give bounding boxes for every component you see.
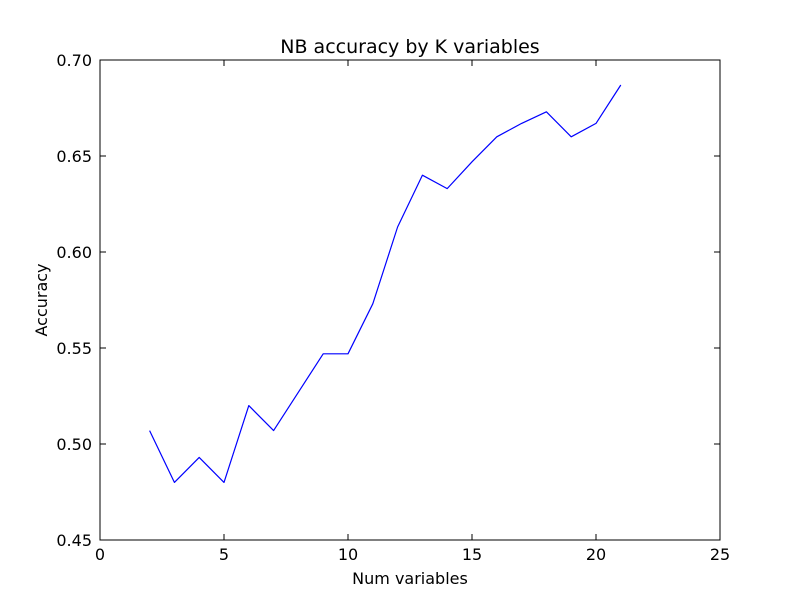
plot-frame xyxy=(99,59,721,541)
y-tick-label: 0.65 xyxy=(56,147,92,166)
y-tick-label: 0.60 xyxy=(56,243,92,262)
x-tick-label: 15 xyxy=(462,545,482,564)
plot-area xyxy=(149,84,622,483)
x-tick-label: 5 xyxy=(219,545,229,564)
x-axis: 0 5 10 15 20 25 xyxy=(95,60,730,564)
y-axis-label: Accuracy xyxy=(32,263,51,336)
x-axis-label: Num variables xyxy=(352,569,468,588)
y-tick-label: 0.50 xyxy=(56,435,92,454)
x-tick-label: 20 xyxy=(586,545,606,564)
y-tick-label: 0.70 xyxy=(56,51,92,70)
x-tick-label: 0 xyxy=(95,545,105,564)
chart-title: NB accuracy by K variables xyxy=(280,36,539,58)
y-tick-label: 0.55 xyxy=(56,339,92,358)
y-axis: 0.45 0.50 0.55 0.60 0.65 0.70 xyxy=(56,51,720,550)
y-tick-label: 0.45 xyxy=(56,531,92,550)
series-line xyxy=(149,84,622,483)
x-tick-label: 10 xyxy=(338,545,358,564)
x-tick-label: 25 xyxy=(710,545,730,564)
